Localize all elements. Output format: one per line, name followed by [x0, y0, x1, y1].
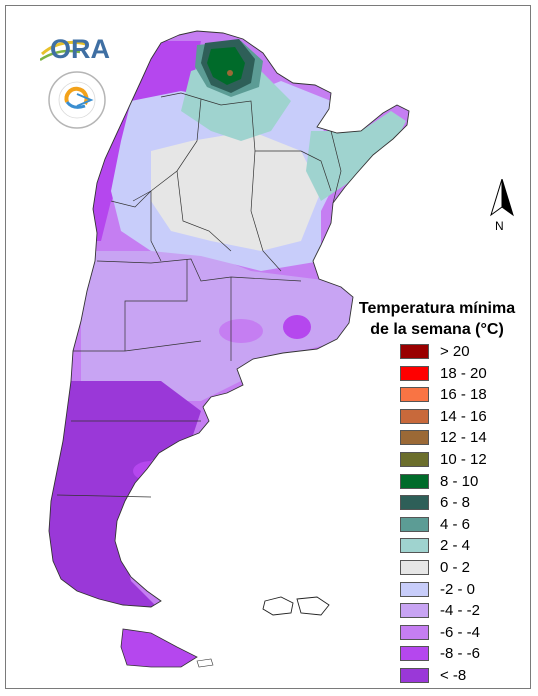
legend-label: 12 - 14	[440, 429, 487, 447]
legend-label: 14 - 16	[440, 407, 487, 425]
legend-title-line1: Temperatura mínima	[358, 300, 516, 317]
legend-swatch	[400, 559, 429, 575]
legend-item: 8 - 10	[400, 472, 510, 494]
zone-2-4-east	[306, 111, 406, 201]
zone-0-2	[151, 131, 321, 251]
ora-logo-icon: ORA	[40, 34, 110, 66]
zone-below-minus8	[49, 381, 201, 607]
legend-swatch	[400, 581, 429, 597]
legend-swatch	[400, 603, 429, 619]
legend-label: < -8	[440, 666, 467, 684]
legend-title-line2: de la semana (°C)	[370, 321, 504, 338]
legend-item: 16 - 18	[400, 385, 510, 407]
legend-label: -4 - -2	[440, 602, 481, 620]
legend-item: < -8	[400, 666, 510, 688]
legend-label: 6 - 8	[440, 494, 471, 512]
tierra-del-fuego	[120, 628, 198, 668]
legend-swatch	[400, 387, 429, 403]
zone-minus4-minus2	[81, 251, 361, 401]
zone-minus8-minus6-patch	[283, 315, 311, 339]
legend-swatch	[400, 646, 429, 662]
smn-logo-icon	[47, 70, 107, 130]
legend-item: 18 - 20	[400, 364, 510, 386]
legend-label: 2 - 4	[440, 537, 471, 555]
legend-label: -8 - -6	[440, 645, 481, 663]
zone-12-14	[227, 70, 233, 76]
legend-swatch	[400, 451, 429, 467]
zone-8-10	[207, 47, 245, 85]
province-borders	[56, 92, 342, 498]
legend-item: 4 - 6	[400, 515, 510, 537]
ora-swoosh-icon	[40, 40, 87, 62]
legend-swatch	[400, 538, 429, 554]
north-arrow-icon	[488, 178, 516, 237]
legend-item: 10 - 12	[400, 450, 510, 472]
legend: > 20 18 - 20 16 - 18 14 - 16 12 - 14 10 - 12 8…	[400, 342, 510, 688]
zone-minus6-minus4-patch	[219, 319, 263, 343]
legend-swatch	[400, 667, 429, 683]
map-frame: ORA N Temperatura mínima de la semana (°…	[5, 5, 531, 689]
legend-label: 0 - 2	[440, 558, 471, 576]
legend-swatch	[400, 624, 429, 640]
legend-item: -6 - -4	[400, 623, 510, 645]
legend-label: 4 - 6	[440, 515, 471, 533]
ora-logo-text: ORA	[50, 34, 110, 64]
legend-label: > 20	[440, 343, 470, 360]
legend-item: 6 - 8	[400, 493, 510, 515]
legend-item: -8 - -6	[400, 644, 510, 666]
legend-item: 14 - 16	[400, 407, 510, 429]
legend-swatch	[400, 495, 429, 511]
legend-label: -2 - 0	[440, 580, 476, 598]
legend-swatch	[400, 344, 429, 359]
legend-item: -2 - 0	[400, 580, 510, 602]
legend-item: > 20	[400, 342, 510, 364]
legend-title: Temperatura mínima de la semana (°C)	[343, 298, 531, 340]
north-letter: N	[495, 219, 504, 233]
legend-label: 8 - 10	[440, 472, 479, 490]
legend-item: 2 - 4	[400, 536, 510, 558]
legend-item: 0 - 2	[400, 558, 510, 580]
legend-swatch	[400, 430, 429, 446]
legend-swatch	[400, 365, 429, 381]
legend-label: -6 - -4	[440, 623, 481, 641]
legend-item: -4 - -2	[400, 601, 510, 623]
islas-malvinas	[262, 596, 330, 616]
legend-label: 10 - 12	[440, 450, 487, 468]
legend-swatch	[400, 473, 429, 489]
legend-swatch	[400, 408, 429, 424]
isla-de-los-estados	[196, 658, 214, 668]
legend-label: 18 - 20	[440, 364, 487, 382]
legend-item: 12 - 14	[400, 428, 510, 450]
argentina-temperature-map	[48, 30, 410, 668]
legend-label: 16 - 18	[440, 386, 487, 404]
legend-swatch	[400, 516, 429, 532]
